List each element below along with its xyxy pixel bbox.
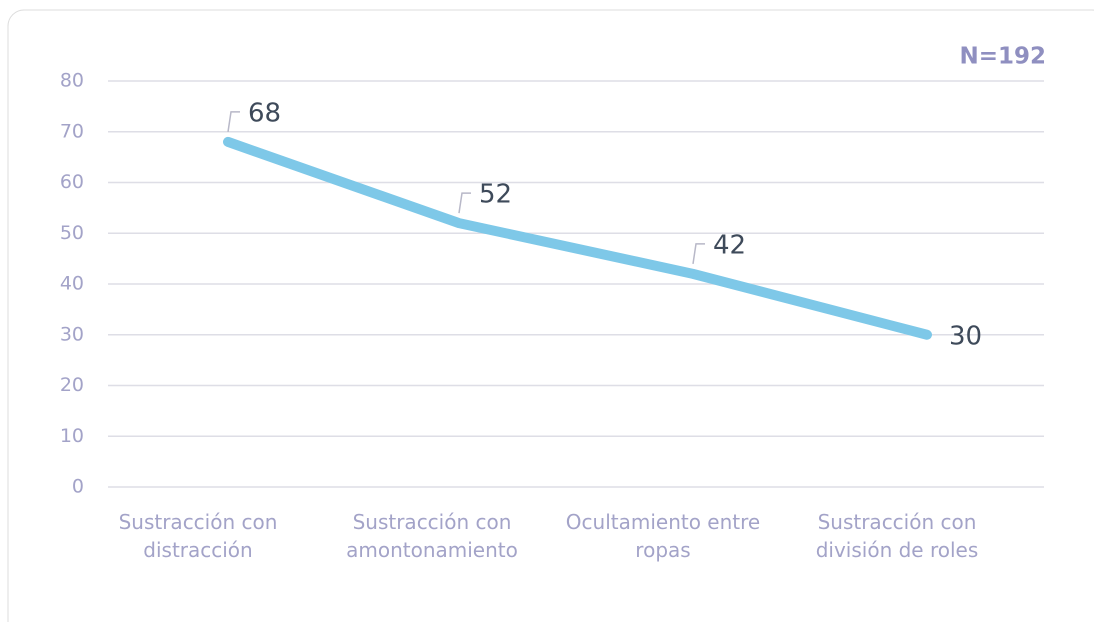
y-tick-label: 10 xyxy=(60,425,84,447)
data-label: 52 xyxy=(479,180,512,210)
annotation: N=192 xyxy=(959,44,1046,70)
y-tick-label: 60 xyxy=(60,171,84,193)
y-tick-label: 0 xyxy=(72,476,84,498)
y-tick-label: 40 xyxy=(60,273,84,295)
x-tick-label: Sustracción con división de roles xyxy=(815,510,979,562)
y-tick-label: 30 xyxy=(60,323,84,345)
leader-line xyxy=(692,243,705,264)
data-label: 68 xyxy=(248,98,281,128)
data-label: 42 xyxy=(713,230,746,260)
x-tick-label: Sustracción con amontonamiento xyxy=(346,510,518,562)
leader-line xyxy=(458,192,471,214)
line xyxy=(223,136,932,340)
x-tick-label: Sustracción con distracción xyxy=(118,510,278,562)
y-tick-label: 50 xyxy=(60,222,84,244)
data-label: 30 xyxy=(949,321,982,351)
x-tick-label: Ocultamiento entre ropas xyxy=(565,510,761,562)
leader-line xyxy=(227,111,240,133)
y-tick-label: 20 xyxy=(60,374,84,396)
y-tick-label: 70 xyxy=(60,120,84,142)
y-tick-label: 80 xyxy=(60,70,84,92)
